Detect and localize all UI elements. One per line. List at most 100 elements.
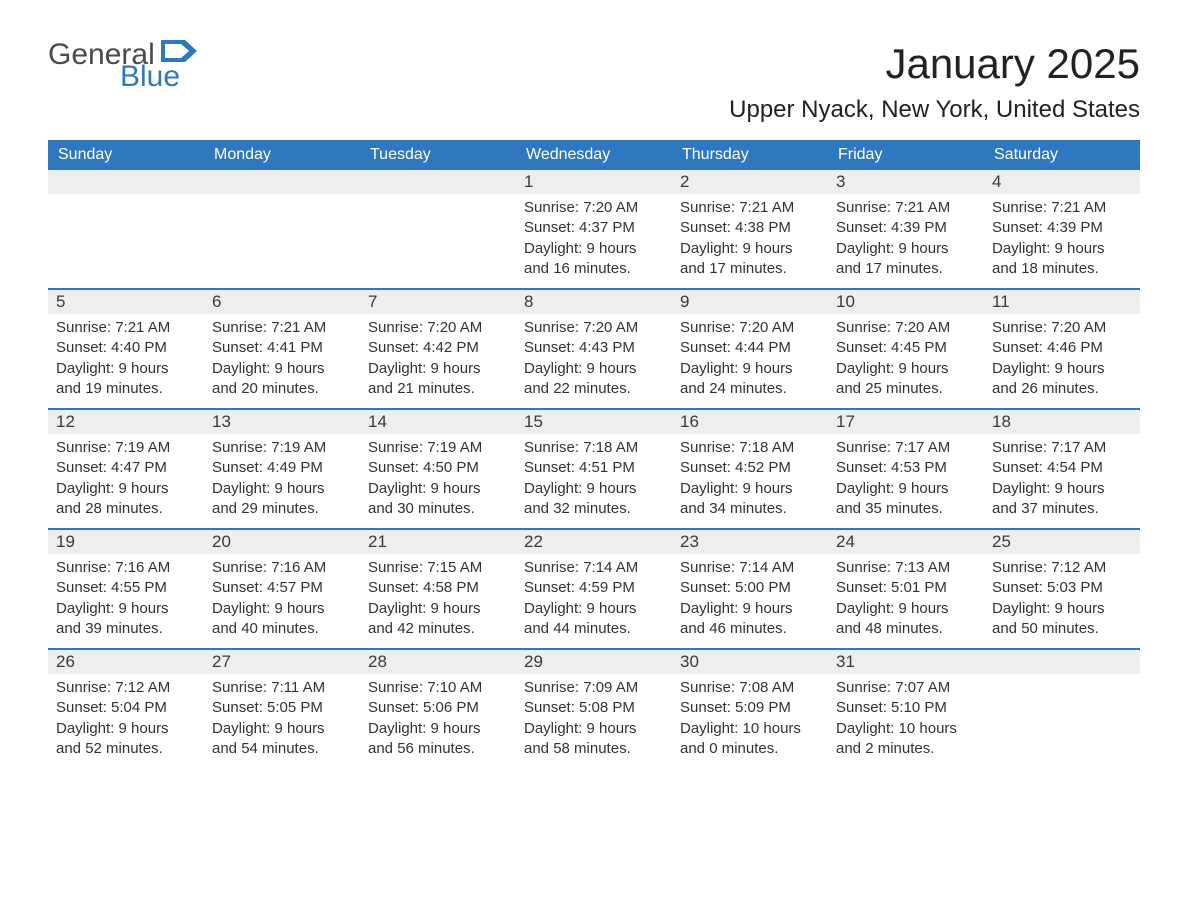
day-body [984,674,1140,686]
day-body: Sunrise: 7:20 AMSunset: 4:43 PMDaylight:… [516,314,672,407]
sunset-line: Sunset: 5:04 PM [56,698,196,718]
dow-cell: Thursday [672,140,828,170]
sunset-line: Sunset: 4:54 PM [992,458,1132,478]
sunrise-line: Sunrise: 7:21 AM [992,198,1132,218]
day-number: 18 [984,410,1140,434]
day-number: 25 [984,530,1140,554]
day-body: Sunrise: 7:07 AMSunset: 5:10 PMDaylight:… [828,674,984,767]
daylight-line: Daylight: 9 hours [56,479,196,499]
day-cell: 2Sunrise: 7:21 AMSunset: 4:38 PMDaylight… [672,170,828,288]
day-body: Sunrise: 7:16 AMSunset: 4:57 PMDaylight:… [204,554,360,647]
day-cell: 16Sunrise: 7:18 AMSunset: 4:52 PMDayligh… [672,410,828,528]
day-number: 12 [48,410,204,434]
daylight-line: and 26 minutes. [992,379,1132,399]
sunset-line: Sunset: 4:41 PM [212,338,352,358]
day-number: 11 [984,290,1140,314]
sunrise-line: Sunrise: 7:17 AM [992,438,1132,458]
day-body: Sunrise: 7:18 AMSunset: 4:51 PMDaylight:… [516,434,672,527]
daylight-line: Daylight: 9 hours [992,239,1132,259]
sunrise-line: Sunrise: 7:21 AM [680,198,820,218]
daylight-line: and 40 minutes. [212,619,352,639]
sunrise-line: Sunrise: 7:20 AM [836,318,976,338]
day-cell: 10Sunrise: 7:20 AMSunset: 4:45 PMDayligh… [828,290,984,408]
day-cell: 17Sunrise: 7:17 AMSunset: 4:53 PMDayligh… [828,410,984,528]
sunset-line: Sunset: 4:44 PM [680,338,820,358]
daylight-line: Daylight: 9 hours [368,719,508,739]
day-number: 2 [672,170,828,194]
day-cell: 14Sunrise: 7:19 AMSunset: 4:50 PMDayligh… [360,410,516,528]
daylight-line: Daylight: 9 hours [212,719,352,739]
sunrise-line: Sunrise: 7:12 AM [56,678,196,698]
sunset-line: Sunset: 4:37 PM [524,218,664,238]
daylight-line: Daylight: 9 hours [680,359,820,379]
sunrise-line: Sunrise: 7:07 AM [836,678,976,698]
sunset-line: Sunset: 4:45 PM [836,338,976,358]
day-number [360,170,516,194]
day-body: Sunrise: 7:19 AMSunset: 4:47 PMDaylight:… [48,434,204,527]
sunrise-line: Sunrise: 7:13 AM [836,558,976,578]
daylight-line: and 16 minutes. [524,259,664,279]
day-number: 3 [828,170,984,194]
sunset-line: Sunset: 4:39 PM [992,218,1132,238]
sunset-line: Sunset: 4:49 PM [212,458,352,478]
sunrise-line: Sunrise: 7:11 AM [212,678,352,698]
daylight-line: and 17 minutes. [836,259,976,279]
day-cell: 3Sunrise: 7:21 AMSunset: 4:39 PMDaylight… [828,170,984,288]
sunrise-line: Sunrise: 7:09 AM [524,678,664,698]
daylight-line: and 21 minutes. [368,379,508,399]
sunset-line: Sunset: 4:53 PM [836,458,976,478]
day-number [48,170,204,194]
sunrise-line: Sunrise: 7:19 AM [56,438,196,458]
daylight-line: and 48 minutes. [836,619,976,639]
dow-cell: Friday [828,140,984,170]
day-cell [204,170,360,288]
logo: General Blue [48,40,197,92]
sunrise-line: Sunrise: 7:08 AM [680,678,820,698]
sunrise-line: Sunrise: 7:14 AM [524,558,664,578]
daylight-line: Daylight: 9 hours [524,719,664,739]
day-body: Sunrise: 7:20 AMSunset: 4:45 PMDaylight:… [828,314,984,407]
sunrise-line: Sunrise: 7:20 AM [524,198,664,218]
sunset-line: Sunset: 5:05 PM [212,698,352,718]
daylight-line: Daylight: 9 hours [680,479,820,499]
day-cell [48,170,204,288]
daylight-line: and 46 minutes. [680,619,820,639]
daylight-line: Daylight: 9 hours [56,719,196,739]
sunrise-line: Sunrise: 7:21 AM [212,318,352,338]
day-cell: 18Sunrise: 7:17 AMSunset: 4:54 PMDayligh… [984,410,1140,528]
day-number: 31 [828,650,984,674]
daylight-line: Daylight: 9 hours [992,359,1132,379]
daylight-line: and 17 minutes. [680,259,820,279]
day-body: Sunrise: 7:13 AMSunset: 5:01 PMDaylight:… [828,554,984,647]
day-number: 14 [360,410,516,434]
day-body [360,194,516,206]
day-number: 4 [984,170,1140,194]
dow-cell: Saturday [984,140,1140,170]
sunrise-line: Sunrise: 7:10 AM [368,678,508,698]
day-cell: 22Sunrise: 7:14 AMSunset: 4:59 PMDayligh… [516,530,672,648]
day-cell: 7Sunrise: 7:20 AMSunset: 4:42 PMDaylight… [360,290,516,408]
daylight-line: Daylight: 9 hours [524,599,664,619]
day-body: Sunrise: 7:20 AMSunset: 4:46 PMDaylight:… [984,314,1140,407]
day-cell: 24Sunrise: 7:13 AMSunset: 5:01 PMDayligh… [828,530,984,648]
day-number: 1 [516,170,672,194]
daylight-line: and 50 minutes. [992,619,1132,639]
day-body: Sunrise: 7:20 AMSunset: 4:42 PMDaylight:… [360,314,516,407]
sunrise-line: Sunrise: 7:18 AM [524,438,664,458]
day-number: 21 [360,530,516,554]
day-number: 7 [360,290,516,314]
sunset-line: Sunset: 4:40 PM [56,338,196,358]
dow-cell: Monday [204,140,360,170]
daylight-line: Daylight: 9 hours [836,239,976,259]
week-row: 19Sunrise: 7:16 AMSunset: 4:55 PMDayligh… [48,528,1140,648]
day-body: Sunrise: 7:16 AMSunset: 4:55 PMDaylight:… [48,554,204,647]
sunset-line: Sunset: 4:39 PM [836,218,976,238]
day-number: 10 [828,290,984,314]
dow-cell: Sunday [48,140,204,170]
daylight-line: Daylight: 9 hours [368,599,508,619]
week-row: 26Sunrise: 7:12 AMSunset: 5:04 PMDayligh… [48,648,1140,768]
day-number: 24 [828,530,984,554]
day-number: 17 [828,410,984,434]
day-cell: 31Sunrise: 7:07 AMSunset: 5:10 PMDayligh… [828,650,984,768]
daylight-line: and 28 minutes. [56,499,196,519]
